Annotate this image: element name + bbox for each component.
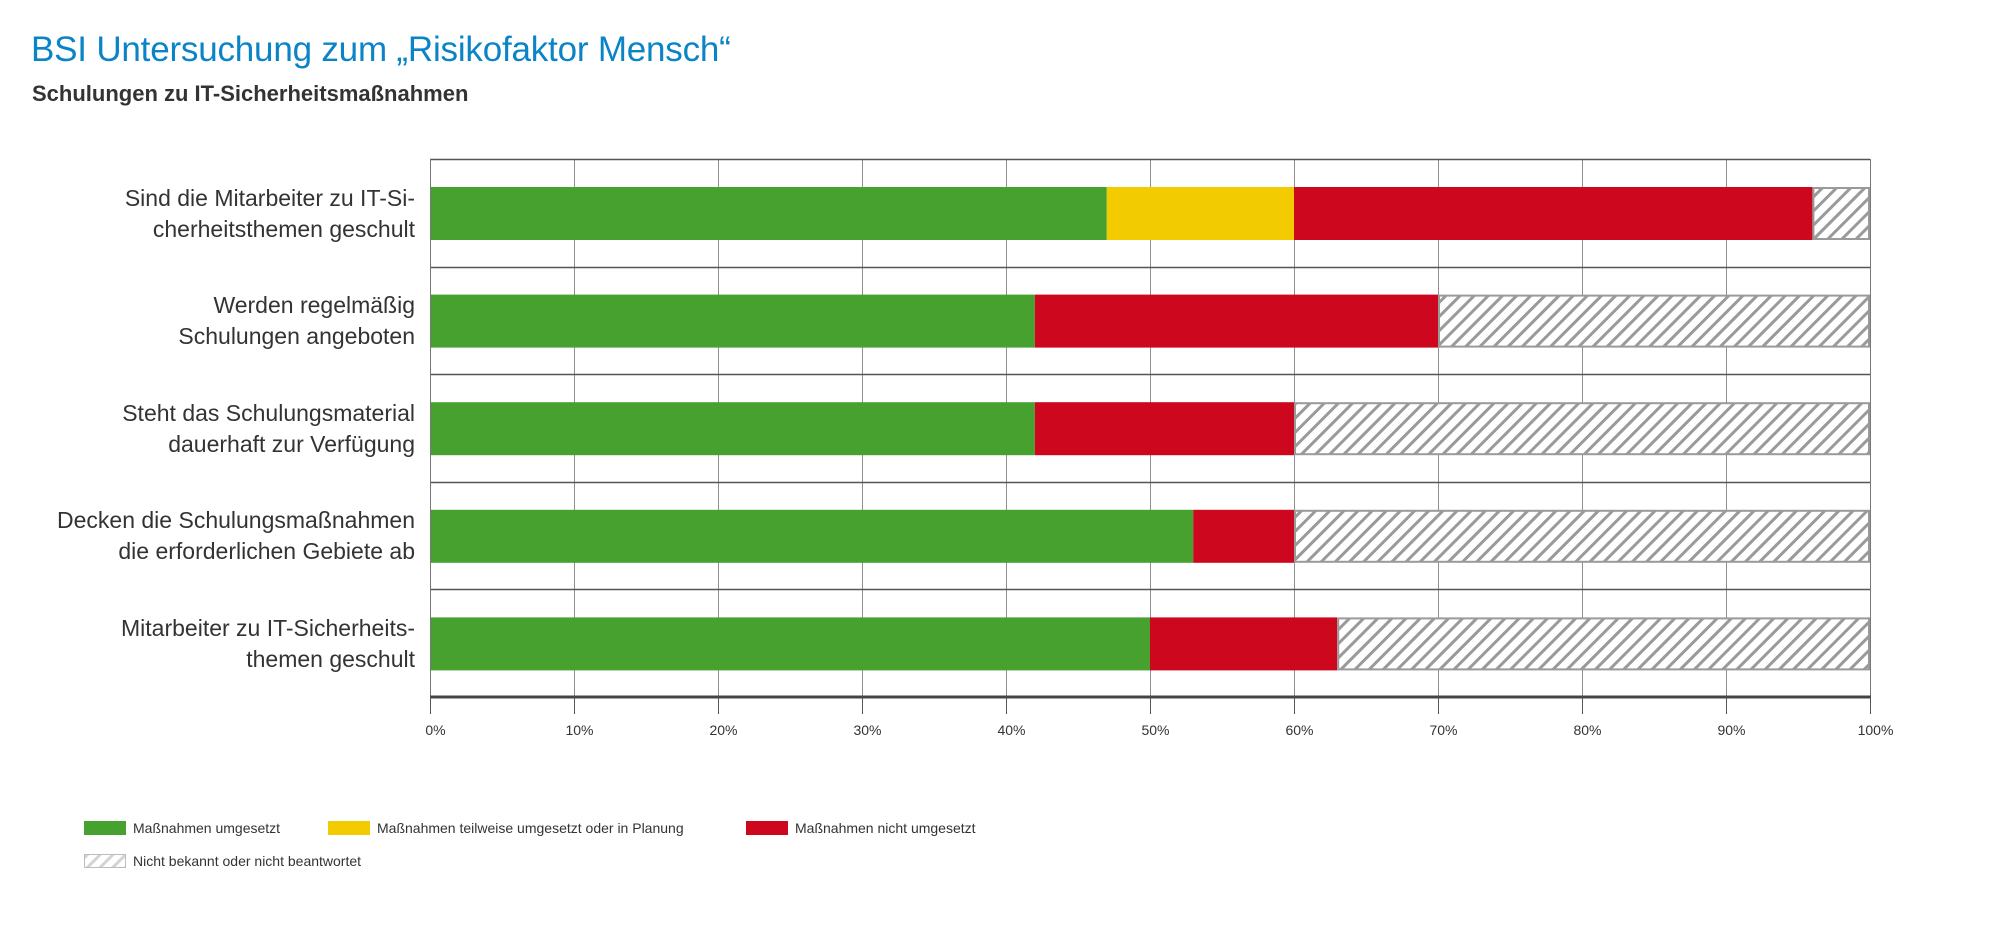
bar-segment-umgesetzt <box>430 187 1107 240</box>
bar-segment-nicht-umgesetzt <box>1150 617 1338 671</box>
bar-segment-hatch <box>1294 402 1870 456</box>
x-tick-label: 10% <box>565 722 593 738</box>
category-label: Decken die Schulungsmaßnahmen die erforde… <box>57 505 415 567</box>
legend-item-teilweise: Maßnahmen teilweise umgesetzt oder in Pl… <box>328 820 684 836</box>
category-label-line: Werden regelmäßig <box>213 292 415 319</box>
bar-segment-umgesetzt <box>430 617 1150 671</box>
category-label-line: Schulungen angeboten <box>178 323 415 350</box>
category-label-line: Mitarbeiter zu IT-Sicherheits- <box>121 614 415 641</box>
bar-segment-hatch <box>1294 509 1870 563</box>
x-axis-ticks: 0% 10% 20% 30% 40% 50% 60% 70% 80% 90% 100% <box>425 697 1893 738</box>
legend-swatch-umgesetzt <box>84 821 126 835</box>
bar-segment-nicht-umgesetzt <box>1034 402 1294 456</box>
bar-segment-umgesetzt <box>430 402 1035 456</box>
bar-segment-umgesetzt <box>430 294 1035 348</box>
bar-segment-teilweise <box>1106 187 1294 240</box>
category-label-line: Decken die Schulungsmaßnahmen <box>57 507 415 534</box>
category-label: Sind die Mitarbeiter zu IT-Si-cherheitst… <box>125 183 415 245</box>
legend-swatch-nicht-umgesetzt <box>746 821 788 835</box>
x-tick-label: 50% <box>1141 722 1169 738</box>
x-tick-label: 60% <box>1285 722 1313 738</box>
category-label-line: cherheitsthemen geschult <box>152 215 415 242</box>
stacked-bar-chart: 0% 10% 20% 30% 40% 50% 60% 70% 80% 90% 100% <box>425 158 1893 738</box>
x-tick-label: 20% <box>709 722 737 738</box>
bar-segment-nicht-umgesetzt <box>1193 509 1294 563</box>
legend-label-nicht-bekannt: Nicht bekannt oder nicht beantwortet <box>133 853 362 869</box>
category-label: Steht das Schulungsmaterial dauerhaft zur… <box>122 398 415 460</box>
category-label-line: die erforderlichen Gebiete ab <box>118 538 415 565</box>
legend: Maßnahmen umgesetzt Maßnahmen teilweise … <box>84 820 1284 880</box>
legend-swatch-nicht-bekannt <box>84 854 126 868</box>
legend-label-teilweise: Maßnahmen teilweise umgesetzt oder in Pl… <box>377 820 684 836</box>
category-label: Werden regelmäßig Schulungen angeboten <box>178 290 415 352</box>
bar-segment-hatch <box>1438 294 1870 348</box>
category-label-line: Sind die Mitarbeiter zu IT-Si- <box>124 184 415 211</box>
x-tick-label: 0% <box>425 722 445 738</box>
x-tick-label: 30% <box>853 722 881 738</box>
category-label-line: themen geschult <box>246 645 415 672</box>
legend-label-nicht-umgesetzt: Maßnahmen nicht umgesetzt <box>795 820 976 836</box>
x-tick-label: 40% <box>997 722 1025 738</box>
chart-title: BSI Untersuchung zum „Risikofaktor Mensc… <box>31 30 731 69</box>
x-tick-label: 100% <box>1858 722 1894 738</box>
bar-segment-hatch <box>1812 187 1871 240</box>
bar-segment-nicht-umgesetzt <box>1294 187 1813 240</box>
x-tick-label: 70% <box>1429 722 1457 738</box>
bar-segment-hatch <box>1337 617 1870 671</box>
legend-item-nicht-umgesetzt: Maßnahmen nicht umgesetzt <box>746 820 976 836</box>
bars <box>430 187 1871 671</box>
category-label-line: dauerhaft zur Verfügung <box>168 430 415 457</box>
legend-item-umgesetzt: Maßnahmen umgesetzt <box>84 820 280 836</box>
bar-segment-umgesetzt <box>430 509 1194 563</box>
legend-item-nicht-bekannt: Nicht bekannt oder nicht beantwortet <box>84 853 361 869</box>
x-tick-label: 80% <box>1573 722 1601 738</box>
category-label-line: Steht das Schulungsmaterial <box>122 399 415 426</box>
category-label: Mitarbeiter zu IT-Sicherheits-themen ges… <box>121 613 415 675</box>
bar-segment-nicht-umgesetzt <box>1034 294 1438 348</box>
chart-subtitle: Schulungen zu IT-Sicherheitsmaßnahmen <box>32 81 469 106</box>
legend-label-umgesetzt: Maßnahmen umgesetzt <box>133 820 281 836</box>
x-tick-label: 90% <box>1717 722 1745 738</box>
legend-swatch-teilweise <box>328 821 370 835</box>
